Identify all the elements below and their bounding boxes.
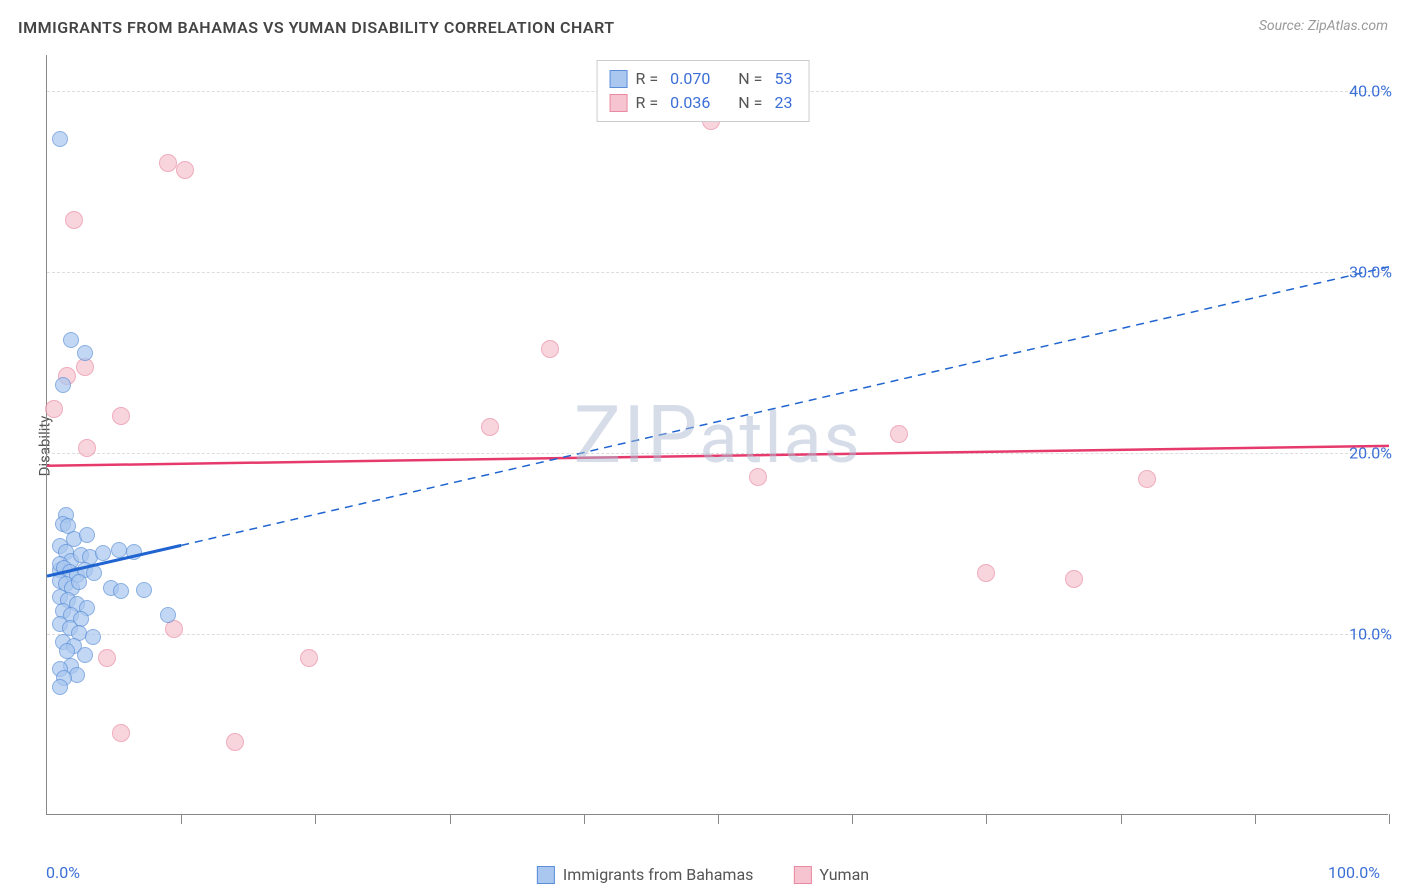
data-point (136, 582, 152, 598)
data-point (160, 607, 176, 623)
n-value-a: 53 (770, 67, 796, 91)
data-point (1138, 470, 1156, 488)
data-point (52, 679, 68, 695)
series-a-name: Immigrants from Bahamas (563, 865, 754, 884)
data-point (86, 565, 102, 581)
data-point (76, 358, 94, 376)
data-point (45, 400, 63, 418)
data-point (300, 649, 318, 667)
data-point (113, 583, 129, 599)
data-point (159, 154, 177, 172)
r-value-a: 0.070 (666, 67, 714, 91)
trend-lines (47, 55, 1389, 815)
data-point (1065, 570, 1083, 588)
swatch-series-b (610, 94, 628, 112)
data-point (85, 629, 101, 645)
data-point (52, 131, 68, 147)
source-name: ZipAtlas.com (1308, 18, 1388, 34)
r-label-a: R = (636, 67, 659, 91)
x-tick (181, 814, 182, 824)
y-tick-label: 30.0% (1349, 263, 1392, 282)
r-label-b: R = (636, 91, 659, 115)
data-point (112, 724, 130, 742)
n-value-b: 23 (770, 91, 796, 115)
gridline (47, 634, 1388, 635)
series-b-name: Yuman (819, 865, 869, 884)
data-point (112, 407, 130, 425)
data-point (63, 332, 79, 348)
x-tick (718, 814, 719, 824)
data-point (71, 574, 87, 590)
data-point (79, 527, 95, 543)
x-tick (584, 814, 585, 824)
swatch-series-a (610, 70, 628, 88)
y-tick-label: 20.0% (1349, 444, 1392, 463)
n-label-b: N = (738, 91, 762, 115)
x-tick-label: 0.0% (46, 863, 80, 882)
y-tick-label: 40.0% (1349, 82, 1392, 101)
data-point (126, 544, 142, 560)
n-label-a: N = (738, 67, 762, 91)
scatter-plot-area: ZIPatlas (46, 55, 1388, 815)
data-point (165, 620, 183, 638)
gridline (47, 453, 1388, 454)
data-point (176, 161, 194, 179)
chart-title: IMMIGRANTS FROM BAHAMAS VS YUMAN DISABIL… (18, 18, 615, 37)
series-legend: Immigrants from Bahamas Yuman (537, 865, 869, 884)
source-attribution: Source: ZipAtlas.com (1259, 18, 1388, 34)
data-point (77, 345, 93, 361)
x-tick-label: 100.0% (1328, 863, 1380, 882)
data-point (59, 643, 75, 659)
data-point (65, 211, 83, 229)
data-point (111, 542, 127, 558)
data-point (226, 733, 244, 751)
r-value-b: 0.036 (666, 91, 714, 115)
x-tick (1389, 814, 1390, 824)
data-point (890, 425, 908, 443)
legend-item-b: Yuman (793, 865, 869, 884)
watermark: ZIPatlas (573, 388, 861, 482)
gridline (47, 272, 1388, 273)
swatch-b-icon (793, 866, 811, 884)
correlation-legend: R = 0.070 N = 53 R = 0.036 N = 23 (597, 60, 810, 122)
source-prefix: Source: (1259, 18, 1308, 34)
data-point (481, 418, 499, 436)
legend-row-series-a: R = 0.070 N = 53 (610, 67, 797, 91)
swatch-a-icon (537, 866, 555, 884)
data-point (749, 468, 767, 486)
y-tick-label: 10.0% (1349, 625, 1392, 644)
legend-item-a: Immigrants from Bahamas (537, 865, 754, 884)
x-tick (450, 814, 451, 824)
legend-row-series-b: R = 0.036 N = 23 (610, 91, 797, 115)
x-tick (986, 814, 987, 824)
x-tick (1255, 814, 1256, 824)
data-point (95, 545, 111, 561)
x-tick (1121, 814, 1122, 824)
data-point (55, 377, 71, 393)
data-point (541, 340, 559, 358)
data-point (77, 647, 93, 663)
data-point (977, 564, 995, 582)
data-point (98, 649, 116, 667)
data-point (78, 439, 96, 457)
x-tick (852, 814, 853, 824)
x-tick (315, 814, 316, 824)
